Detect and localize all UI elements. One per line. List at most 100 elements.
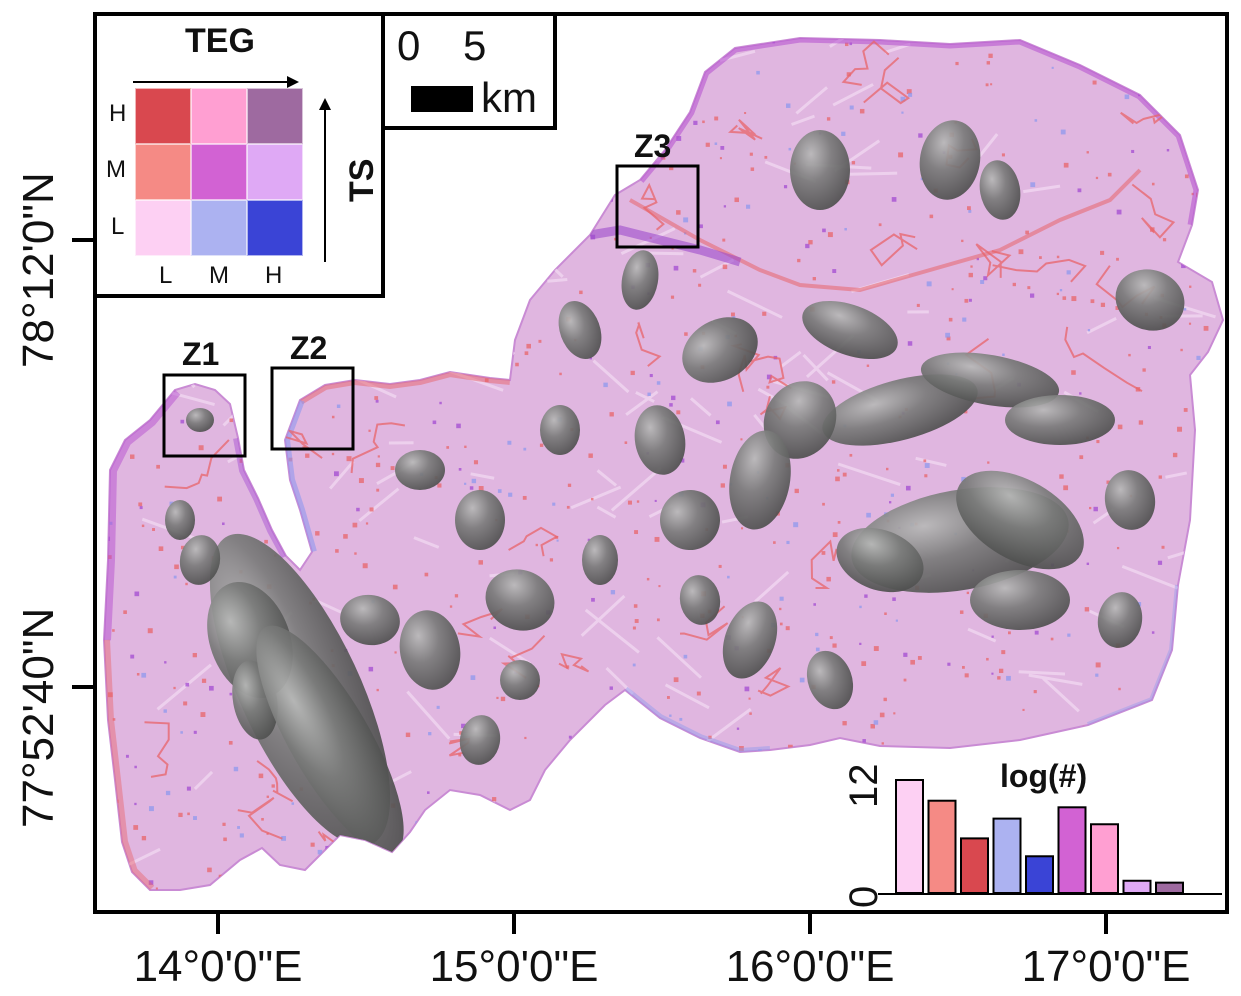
class-pixel: [317, 849, 323, 855]
class-pixel: [1181, 263, 1186, 269]
scale-bar-block: [411, 86, 473, 112]
class-pixel: [779, 622, 783, 626]
histogram-bar-l-l: [895, 779, 924, 894]
ridge-streak: [967, 627, 997, 643]
class-pixel: [336, 404, 341, 408]
class-pixel: [209, 685, 214, 691]
class-pixel: [632, 663, 636, 667]
legend-y-title: TS: [343, 158, 381, 202]
class-pixel: [266, 795, 269, 798]
class-pixel: [1166, 149, 1170, 152]
class-pixel: [522, 495, 527, 500]
class-pixel: [559, 372, 562, 376]
glacier: [395, 450, 445, 490]
class-pixel: [961, 239, 964, 243]
class-pixel: [964, 410, 968, 414]
glacier: [682, 317, 758, 383]
class-pixel: [669, 403, 673, 407]
class-pixel: [749, 152, 753, 156]
class-pixel: [832, 269, 837, 274]
valley-vein: [757, 667, 791, 697]
ridge-streak: [328, 460, 355, 490]
class-pixel: [832, 643, 837, 648]
legend-cell-ts-m-teg-h: [247, 144, 303, 200]
ridge-streak: [726, 289, 783, 319]
class-pixel: [870, 724, 875, 729]
class-pixel: [258, 773, 264, 779]
class-pixel: [885, 467, 889, 471]
class-pixel: [746, 204, 751, 209]
class-pixel: [538, 339, 542, 343]
class-pixel: [198, 445, 204, 451]
class-pixel: [799, 677, 805, 683]
ridge-streak: [1042, 677, 1080, 713]
class-pixel: [375, 462, 381, 468]
class-pixel: [924, 463, 930, 468]
class-pixel: [428, 732, 432, 736]
valley-vein: [640, 182, 665, 231]
class-pixel: [702, 120, 705, 124]
class-pixel: [842, 472, 847, 477]
class-pixel: [986, 657, 989, 661]
class-pixel: [900, 96, 906, 102]
class-pixel: [454, 594, 459, 598]
glacier: [500, 660, 540, 700]
ridge-streak: [358, 487, 400, 522]
class-pixel: [736, 727, 740, 730]
ridge-streak: [580, 594, 626, 637]
class-pixel: [185, 682, 190, 687]
class-pixel: [493, 626, 496, 630]
class-pixel: [679, 717, 683, 721]
class-pixel: [881, 742, 884, 745]
glacier: [1097, 592, 1143, 648]
class-pixel: [1086, 562, 1090, 566]
ridge-streak: [795, 86, 829, 115]
class-pixel: [464, 482, 467, 485]
class-pixel: [676, 210, 681, 215]
class-pixel: [1107, 172, 1112, 177]
ridge-streak: [915, 456, 947, 467]
ridge-streak: [1121, 564, 1179, 590]
zoom-box-z2[interactable]: [270, 366, 355, 451]
ridge-streak: [1086, 317, 1117, 335]
class-pixel: [968, 209, 972, 213]
class-pixel: [961, 476, 966, 482]
class-pixel: [222, 522, 225, 526]
class-pixel: [158, 546, 164, 551]
class-pixel: [722, 464, 727, 469]
class-pixel: [1116, 209, 1122, 215]
class-pixel: [714, 142, 718, 145]
class-pixel: [1008, 631, 1011, 635]
class-pixel: [822, 228, 826, 233]
class-pixel: [955, 61, 959, 66]
class-pixel: [670, 295, 675, 299]
class-pixel: [165, 790, 171, 796]
class-pixel: [112, 629, 115, 632]
class-pixel: [1142, 368, 1146, 372]
class-pixel: [229, 418, 234, 423]
class-pixel: [923, 459, 927, 463]
class-pixel: [986, 61, 991, 65]
glacier: [558, 300, 602, 360]
class-pixel: [1067, 633, 1071, 637]
class-pixel: [683, 654, 688, 659]
class-pixel: [123, 610, 127, 614]
class-pixel: [832, 532, 838, 538]
class-pixel: [200, 712, 206, 718]
class-pixel: [948, 317, 953, 322]
class-pixel: [139, 506, 143, 510]
class-pixel: [666, 696, 670, 699]
class-pixel: [959, 610, 964, 614]
class-pixel: [815, 632, 819, 637]
class-pixel: [432, 420, 437, 425]
class-pixel: [497, 489, 502, 493]
glacier: [455, 490, 505, 550]
class-pixel: [524, 736, 527, 740]
class-pixel: [905, 485, 911, 491]
class-pixel: [983, 276, 988, 281]
class-pixel: [237, 826, 240, 829]
glacier: [399, 610, 461, 690]
zoom-box-z3[interactable]: [615, 164, 700, 249]
zoom-box-z1[interactable]: [162, 373, 247, 458]
class-pixel: [1188, 322, 1192, 325]
